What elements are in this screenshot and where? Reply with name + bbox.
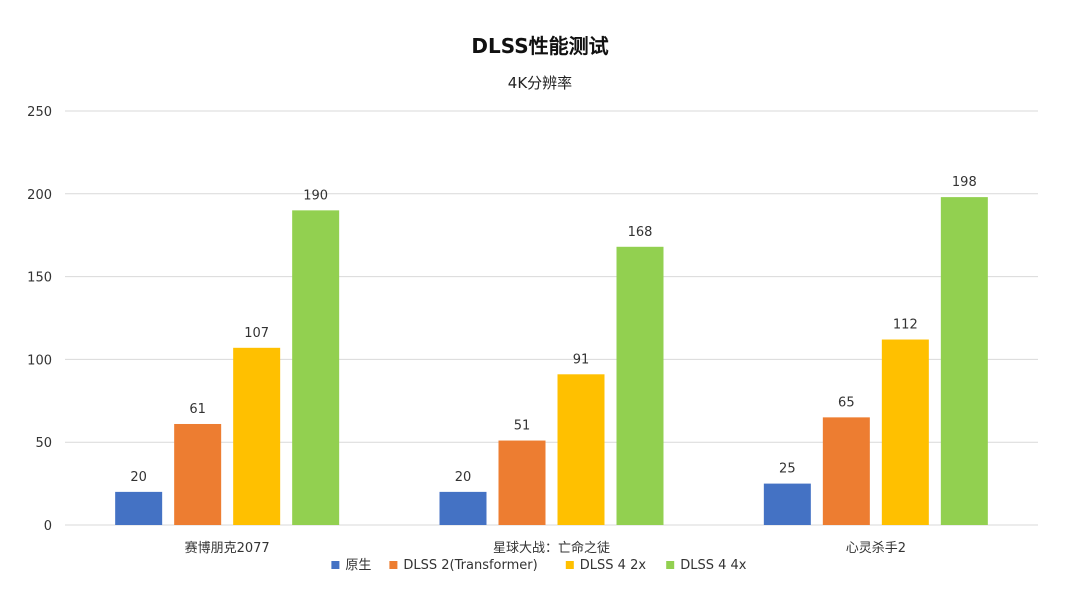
bar: [292, 210, 340, 526]
chart-title: DLSS性能测试: [471, 34, 609, 58]
chart-subtitle: 4K分辨率: [507, 74, 573, 92]
legend-label: 原生: [345, 558, 371, 573]
x-tick-label: 心灵杀手2: [846, 541, 906, 556]
y-tick-label: 150: [27, 271, 52, 286]
y-tick-label: 100: [27, 353, 52, 368]
legend-swatch: [565, 561, 574, 569]
bar: [174, 423, 222, 525]
bar: [439, 491, 487, 525]
bar: [498, 440, 546, 525]
x-tick-label: 星球大战：亡命之徒: [493, 540, 610, 556]
y-tick-label: 200: [27, 188, 52, 203]
bar: [940, 197, 988, 525]
legend-label: DLSS 4 2x: [580, 558, 647, 573]
legend-label: DLSS 4 4x: [680, 558, 747, 573]
data-label: 112: [893, 318, 918, 333]
data-label: 20: [130, 470, 147, 485]
bar: [822, 417, 870, 525]
data-label: 168: [628, 225, 653, 240]
y-tick-label: 250: [27, 105, 52, 120]
x-tick-label: 赛博朋克2077: [185, 540, 270, 556]
bar: [233, 347, 281, 525]
legend-swatch: [389, 561, 398, 569]
bar: [557, 374, 605, 525]
bar: [616, 246, 664, 526]
data-label: 190: [303, 188, 328, 203]
data-label: 107: [244, 326, 269, 341]
data-label: 65: [838, 395, 855, 410]
data-label: 25: [779, 462, 796, 477]
bar: [763, 483, 811, 525]
bar: [881, 339, 929, 525]
y-tick-label: 0: [44, 519, 52, 534]
legend-swatch: [331, 561, 340, 569]
data-label: 20: [455, 470, 472, 485]
legend-label: DLSS 2(Transformer): [403, 558, 537, 573]
data-label: 61: [189, 402, 206, 417]
data-label: 51: [514, 419, 531, 434]
y-tick-label: 50: [35, 436, 52, 451]
bar: [115, 491, 163, 525]
data-label: 91: [573, 352, 590, 367]
legend-swatch: [666, 561, 675, 569]
data-label: 198: [952, 175, 977, 190]
